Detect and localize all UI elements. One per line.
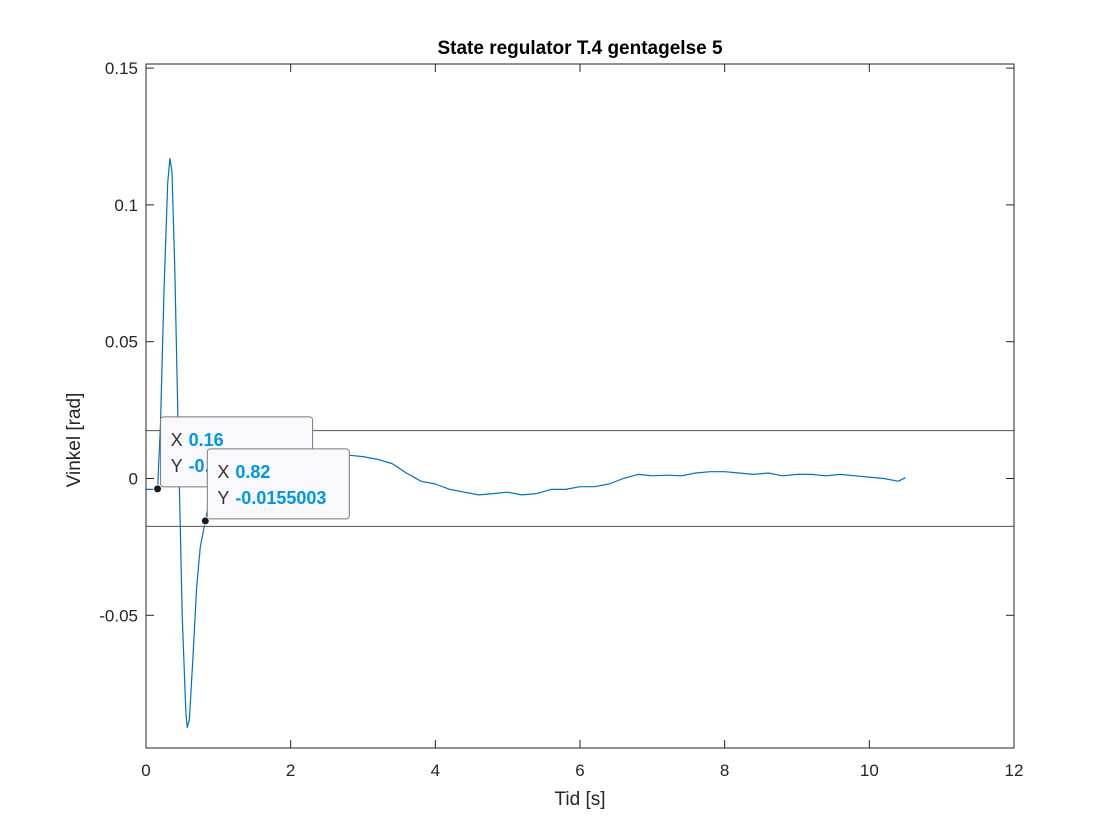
- y-axis-ticks: -0.05 0 0.05 0.1 0.15: [99, 59, 1014, 625]
- datatip-y-value: -0.: [189, 456, 210, 476]
- datatip: X 0.82 Y -0.0155003: [200, 448, 350, 526]
- x-tick-label: 10: [860, 761, 879, 780]
- y-tick-label: 0.1: [114, 196, 138, 215]
- datatip-x-value: 0.82: [235, 462, 270, 482]
- y-tick-label: -0.05: [99, 606, 138, 625]
- chart-title: State regulator T.4 gentagelse 5: [437, 38, 723, 59]
- x-tick-label: 0: [141, 761, 150, 780]
- x-tick-label: 12: [1005, 761, 1024, 780]
- y-axis-label: Vinkel [rad]: [64, 393, 85, 488]
- x-axis-ticks: 0 2 4 6 8 10 12: [141, 64, 1023, 780]
- series-line: [146, 157, 906, 729]
- x-tick-label: 6: [575, 761, 584, 780]
- datatip-marker: [153, 484, 163, 494]
- datatip-y-value: -0.0155003: [235, 488, 326, 508]
- x-tick-label: 4: [431, 761, 440, 780]
- datatip-x-label: X: [217, 462, 229, 482]
- x-tick-label: 2: [286, 761, 295, 780]
- datatip-box: [206, 448, 350, 520]
- y-tick-label: 0: [129, 470, 138, 489]
- y-tick-label: 0.15: [105, 59, 138, 78]
- datatip-x-label: X: [171, 430, 183, 450]
- y-tick-label: 0.05: [105, 333, 138, 352]
- series-layer: [146, 157, 906, 729]
- datatip-y-label: Y: [217, 488, 229, 508]
- x-tick-label: 8: [720, 761, 729, 780]
- datatips-layer: X 0.16 Y -0. X 0.82 Y -0.0155003: [153, 416, 350, 526]
- plot-area: [146, 64, 1014, 748]
- datatip-marker: [200, 516, 210, 526]
- datatip-y-label: Y: [171, 456, 183, 476]
- x-axis-label: Tid [s]: [554, 789, 605, 810]
- datatip-x-value: 0.16: [189, 430, 224, 450]
